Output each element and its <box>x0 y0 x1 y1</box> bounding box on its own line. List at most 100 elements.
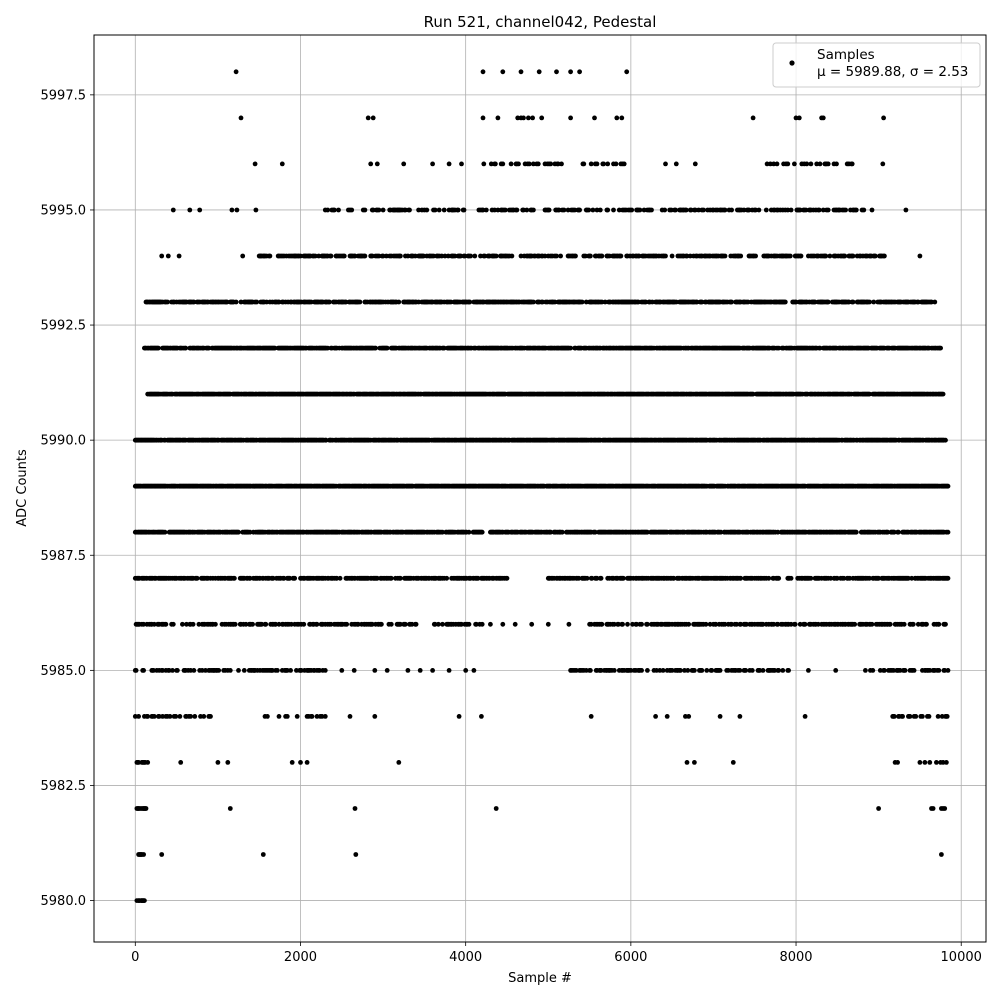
data-point <box>678 668 683 673</box>
data-point <box>372 668 378 673</box>
data-point <box>654 668 659 673</box>
data-point <box>141 668 147 673</box>
data-point <box>743 668 749 673</box>
data-point <box>939 852 944 857</box>
data-point <box>294 668 299 673</box>
data-point <box>344 621 350 627</box>
data-point <box>151 668 156 673</box>
data-point <box>388 575 394 581</box>
data-point <box>432 621 438 627</box>
data-point <box>877 668 883 673</box>
data-point <box>797 621 803 627</box>
data-point <box>322 668 328 673</box>
data-point <box>847 575 853 581</box>
data-point <box>896 529 901 535</box>
data-point <box>583 668 589 673</box>
data-point <box>833 668 839 673</box>
data-point <box>683 714 688 719</box>
data-point <box>409 621 415 627</box>
data-point <box>588 621 594 627</box>
data-point <box>686 621 692 627</box>
data-point <box>749 668 755 673</box>
data-point <box>192 714 198 719</box>
data-point <box>876 806 881 811</box>
data-point <box>417 668 423 673</box>
data-point <box>132 714 138 719</box>
data-point <box>909 575 915 581</box>
data-point <box>208 714 213 719</box>
data-point <box>201 714 207 719</box>
data-point <box>699 668 705 673</box>
data-point <box>786 668 791 673</box>
data-point <box>945 668 951 673</box>
data-point <box>232 621 238 627</box>
data-point <box>190 621 196 627</box>
data-point <box>766 575 772 581</box>
data-point <box>459 621 464 627</box>
data-point <box>664 714 670 719</box>
data-point <box>692 668 697 673</box>
data-point <box>744 621 749 627</box>
data-point <box>475 575 481 581</box>
data-point <box>456 714 462 719</box>
data-point <box>911 668 917 673</box>
data-point <box>337 575 343 581</box>
data-point <box>236 668 241 673</box>
data-point <box>396 760 402 765</box>
data-point <box>351 668 357 673</box>
data-point <box>621 575 626 581</box>
data-point <box>927 668 933 673</box>
data-point <box>529 621 535 627</box>
data-point <box>309 714 315 719</box>
data-point <box>897 668 903 673</box>
data-point <box>725 668 731 673</box>
data-point <box>227 668 233 673</box>
data-point <box>628 668 634 673</box>
data-point <box>250 621 256 627</box>
data-point <box>167 714 173 719</box>
data-point <box>808 575 814 581</box>
data-point <box>891 529 897 535</box>
data-point <box>191 668 197 673</box>
data-point <box>474 621 479 627</box>
data-point <box>170 668 175 673</box>
data-point <box>488 621 493 627</box>
data-point <box>806 668 811 673</box>
data-point <box>500 621 506 627</box>
data-point <box>788 575 794 581</box>
data-point <box>236 529 241 535</box>
data-points <box>132 69 951 903</box>
data-point <box>298 668 304 673</box>
data-point <box>653 714 658 719</box>
data-point <box>398 575 403 581</box>
data-point <box>403 621 408 627</box>
data-point <box>352 806 358 811</box>
data-point <box>901 621 907 627</box>
data-point <box>776 575 782 581</box>
data-point <box>717 668 723 673</box>
data-point <box>159 852 165 857</box>
data-point <box>566 621 572 627</box>
data-point <box>940 391 946 397</box>
data-point <box>430 668 435 673</box>
data-point <box>757 668 763 673</box>
data-point <box>760 668 766 673</box>
data-point <box>156 345 161 351</box>
data-point <box>900 714 905 719</box>
data-point <box>882 668 887 673</box>
data-point <box>592 529 598 535</box>
data-point <box>133 668 139 673</box>
data-point <box>479 529 485 535</box>
data-point <box>738 575 744 581</box>
data-point <box>775 529 781 535</box>
data-point <box>944 714 950 719</box>
data-point <box>151 714 157 719</box>
data-point <box>802 621 808 627</box>
data-point <box>388 621 394 627</box>
data-point <box>939 714 945 719</box>
data-point <box>598 668 604 673</box>
data-point <box>292 575 298 581</box>
data-point <box>792 621 798 627</box>
data-point <box>304 760 310 765</box>
data-point <box>772 668 777 673</box>
